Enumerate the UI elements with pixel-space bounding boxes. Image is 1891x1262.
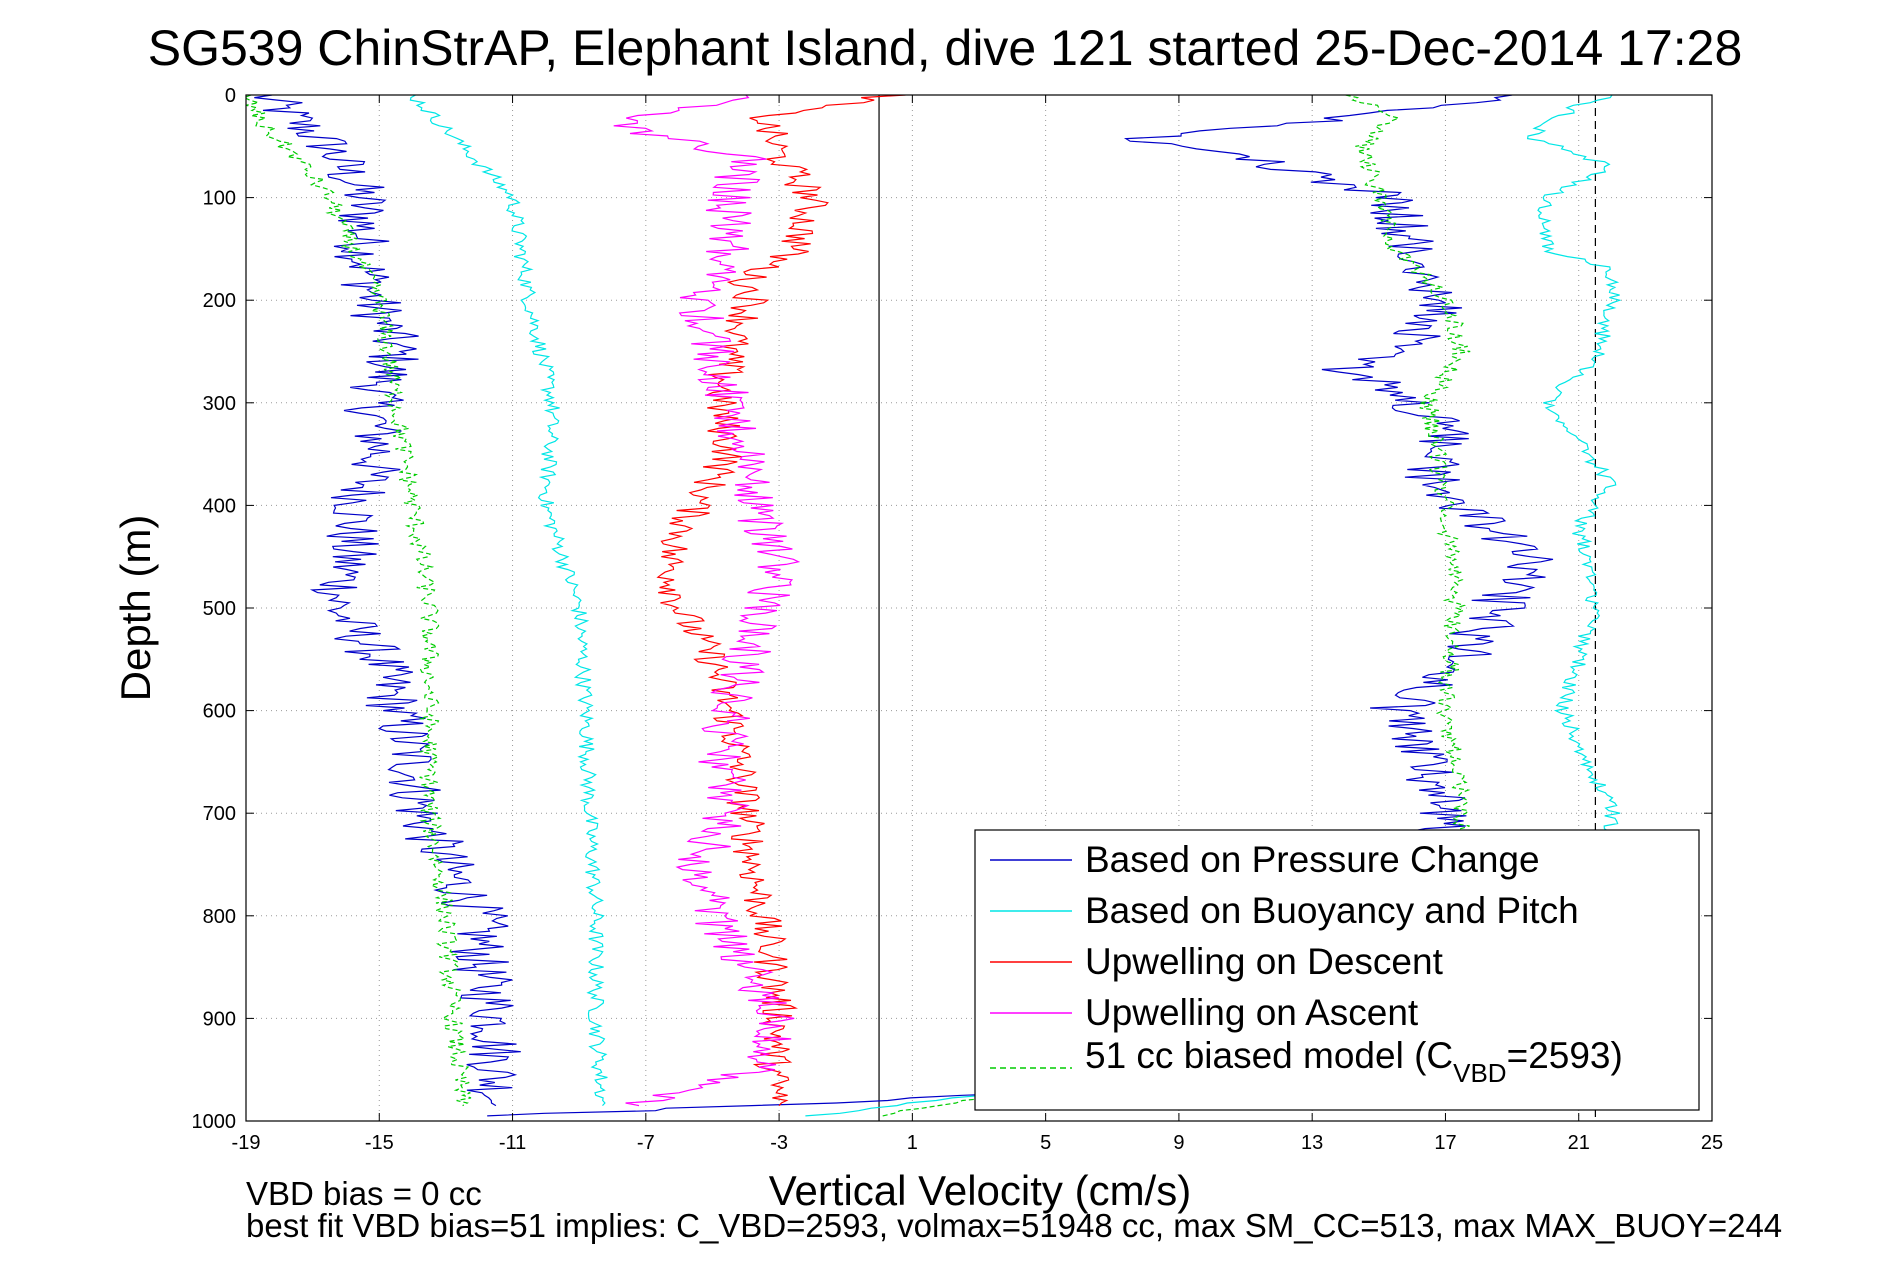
series-line-3-descent (613, 95, 801, 1107)
x-axis-label: Vertical Velocity (cm/s) (769, 1167, 1191, 1214)
x-tick-label: -3 (770, 1132, 788, 1154)
y-axis-label: Depth (m) (112, 515, 159, 702)
y-tick-label: 700 (203, 803, 236, 825)
grid (246, 95, 1712, 1121)
y-tick-label: 100 (203, 188, 236, 210)
x-tick-label: 17 (1434, 1132, 1456, 1154)
x-tick-label: -19 (232, 1132, 261, 1154)
y-tick-label: 900 (203, 1008, 236, 1030)
tick-labels: -19 -15 -11 -7 -3 1 5 9 13 17 21 25 0 100 200 300 400 500… (192, 85, 1724, 1154)
legend-label-pressure-change: Based on Pressure Change (1085, 839, 1540, 880)
legend-label-upwelling-ascent: Upwelling on Ascent (1085, 992, 1419, 1033)
y-tick-label: 400 (203, 495, 236, 517)
y-tick-label: 600 (203, 701, 236, 723)
legend-label-biased-model-tail: =2593) (1507, 1035, 1623, 1076)
series-line-4-descent (246, 95, 472, 1107)
y-tick-label: 1000 (192, 1111, 237, 1133)
vbd-bias-note: VBD bias = 0 cc (246, 1175, 482, 1212)
y-tick-label: 500 (203, 598, 236, 620)
legend-label-biased-model-subscript: VBD (1453, 1058, 1506, 1088)
best-fit-note: best fit VBD bias=51 implies: C_VBD=2593… (246, 1207, 1782, 1244)
x-tick-label: -7 (637, 1132, 655, 1154)
x-tick-label: 21 (1568, 1132, 1590, 1154)
x-tick-label: -11 (499, 1132, 526, 1154)
x-tick-label: 1 (907, 1132, 918, 1154)
y-tick-label: 0 (225, 85, 236, 107)
legend-box (974, 829, 1700, 1111)
legend-label-buoyancy-pitch: Based on Buoyancy and Pitch (1085, 890, 1579, 931)
x-tick-label: -15 (365, 1132, 394, 1154)
x-tick-label: 5 (1040, 1132, 1051, 1154)
series-line-4-ascent (882, 95, 1471, 1117)
chart-title: SG539 ChinStrAP, Elephant Island, dive 1… (148, 20, 1743, 76)
legend-label-biased-model: 51 cc biased model (CVBD=2593) (1085, 1035, 1623, 1088)
legend-label-biased-model-main: 51 cc biased model (C (1085, 1035, 1453, 1076)
series-line-2-descent (656, 95, 906, 1106)
y-tick-label: 300 (203, 393, 236, 415)
x-tick-label: 25 (1701, 1132, 1723, 1154)
series-line-0-descent (254, 95, 521, 1107)
x-tick-label: 13 (1301, 1132, 1323, 1154)
x-tick-label: 9 (1173, 1132, 1184, 1154)
series-line-1-descent (409, 95, 608, 1107)
legend-label-upwelling-descent: Upwelling on Descent (1085, 941, 1444, 982)
legend: Based on Pressure Change Based on Buoyan… (974, 829, 1700, 1111)
y-tick-label: 800 (203, 906, 236, 928)
y-tick-label: 200 (203, 290, 236, 312)
